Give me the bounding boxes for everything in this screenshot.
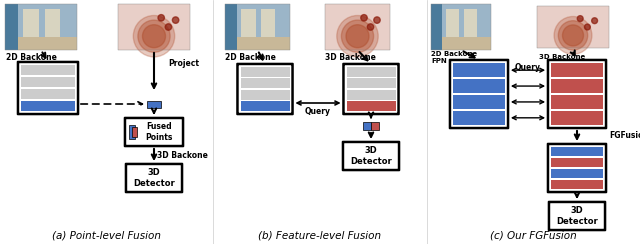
Circle shape bbox=[172, 17, 179, 23]
Bar bbox=[346, 101, 396, 111]
Text: FPN: FPN bbox=[431, 58, 447, 64]
FancyBboxPatch shape bbox=[548, 144, 606, 192]
Bar bbox=[551, 111, 603, 125]
Bar bbox=[21, 77, 75, 87]
Text: (c) Our FGFusion: (c) Our FGFusion bbox=[490, 231, 577, 241]
Circle shape bbox=[165, 24, 172, 30]
Bar bbox=[537, 6, 609, 48]
FancyBboxPatch shape bbox=[237, 64, 292, 114]
Circle shape bbox=[591, 18, 598, 24]
Bar bbox=[23, 9, 39, 43]
Circle shape bbox=[374, 17, 380, 23]
Bar bbox=[118, 4, 190, 50]
Circle shape bbox=[361, 15, 367, 21]
Bar bbox=[464, 9, 477, 43]
Circle shape bbox=[158, 15, 164, 21]
Circle shape bbox=[584, 24, 590, 30]
Circle shape bbox=[558, 21, 588, 50]
Text: 2D Backone: 2D Backone bbox=[6, 52, 57, 61]
Bar bbox=[21, 101, 75, 111]
Circle shape bbox=[367, 24, 374, 30]
FancyBboxPatch shape bbox=[344, 64, 399, 114]
Bar bbox=[18, 37, 77, 50]
FancyBboxPatch shape bbox=[126, 164, 182, 192]
Bar bbox=[325, 4, 390, 50]
Bar bbox=[5, 4, 18, 50]
Bar bbox=[225, 4, 290, 50]
Bar bbox=[551, 147, 603, 156]
Bar bbox=[225, 4, 237, 50]
Bar bbox=[241, 101, 289, 111]
Bar bbox=[371, 122, 379, 130]
Bar bbox=[446, 9, 460, 43]
Text: Query: Query bbox=[305, 106, 331, 115]
Bar bbox=[260, 9, 275, 43]
Text: 3D Backone: 3D Backone bbox=[539, 54, 585, 60]
Bar bbox=[453, 111, 505, 125]
Bar bbox=[453, 79, 505, 93]
Bar bbox=[346, 67, 396, 77]
Bar bbox=[442, 37, 491, 50]
Text: 2D Backone: 2D Backone bbox=[225, 52, 276, 61]
Bar bbox=[453, 63, 505, 77]
Bar bbox=[551, 158, 603, 167]
Bar bbox=[453, 95, 505, 109]
Bar bbox=[118, 4, 190, 50]
Bar bbox=[129, 125, 135, 139]
Bar bbox=[551, 63, 603, 77]
Bar bbox=[241, 9, 255, 43]
Bar bbox=[21, 65, 75, 75]
Circle shape bbox=[577, 16, 583, 21]
Text: FGFusion: FGFusion bbox=[609, 132, 640, 141]
Bar bbox=[551, 95, 603, 109]
Bar bbox=[241, 67, 289, 77]
Bar bbox=[21, 89, 75, 99]
Circle shape bbox=[133, 16, 175, 57]
Bar bbox=[241, 78, 289, 88]
Bar bbox=[551, 79, 603, 93]
Text: 3D
Detector: 3D Detector bbox=[350, 146, 392, 166]
Circle shape bbox=[138, 20, 170, 52]
FancyBboxPatch shape bbox=[343, 142, 399, 170]
Bar bbox=[5, 4, 77, 50]
Bar bbox=[325, 4, 390, 50]
Text: (b) Feature-level Fusion: (b) Feature-level Fusion bbox=[259, 231, 381, 241]
Text: 3D
Detector: 3D Detector bbox=[556, 206, 598, 226]
FancyBboxPatch shape bbox=[18, 62, 78, 114]
Bar bbox=[431, 4, 491, 50]
Circle shape bbox=[143, 25, 166, 48]
Text: Fused
Points: Fused Points bbox=[145, 122, 173, 142]
Text: Project: Project bbox=[168, 60, 199, 69]
FancyBboxPatch shape bbox=[549, 202, 605, 230]
Bar bbox=[147, 101, 161, 108]
Circle shape bbox=[554, 17, 592, 54]
Text: 3D
Detector: 3D Detector bbox=[133, 168, 175, 188]
Bar bbox=[551, 180, 603, 189]
Bar bbox=[537, 6, 609, 48]
Circle shape bbox=[341, 20, 374, 52]
Bar bbox=[431, 4, 491, 50]
Bar bbox=[237, 37, 290, 50]
Bar bbox=[551, 169, 603, 178]
Bar bbox=[431, 4, 442, 50]
Circle shape bbox=[346, 25, 369, 48]
FancyBboxPatch shape bbox=[548, 60, 606, 128]
Bar bbox=[241, 90, 289, 100]
Circle shape bbox=[563, 25, 584, 46]
Bar bbox=[346, 78, 396, 88]
Bar bbox=[363, 122, 371, 130]
FancyBboxPatch shape bbox=[450, 60, 508, 128]
Text: Query: Query bbox=[515, 63, 541, 72]
Text: 3D Backone: 3D Backone bbox=[157, 151, 208, 160]
Bar bbox=[225, 4, 290, 50]
Text: (a) Point-level Fusion: (a) Point-level Fusion bbox=[52, 231, 161, 241]
FancyBboxPatch shape bbox=[125, 118, 183, 146]
Bar bbox=[346, 90, 396, 100]
Bar bbox=[132, 127, 137, 137]
Text: 3D Backone: 3D Backone bbox=[325, 52, 376, 61]
Circle shape bbox=[337, 16, 378, 57]
Bar bbox=[5, 4, 77, 50]
Bar bbox=[45, 9, 60, 43]
Text: 2D Backone: 2D Backone bbox=[431, 51, 477, 57]
